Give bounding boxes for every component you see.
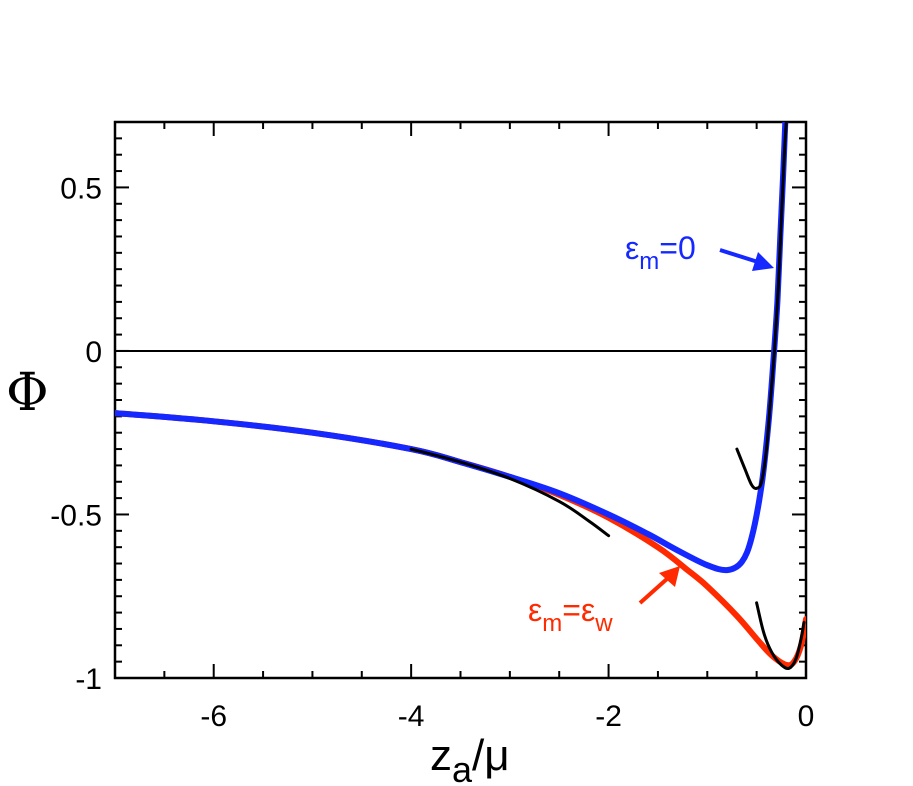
x-tick-label: -2: [595, 700, 622, 733]
x-axis-label-main: z: [430, 731, 452, 780]
annotation-eps-m-eps-w-sub: m: [542, 610, 562, 637]
plot-frame: [113, 120, 808, 680]
x-tick-label: -4: [398, 700, 425, 733]
annotation-eps-m-eps-w-mid: =ε: [562, 592, 595, 628]
svg-text:εm=εw: εm=εw: [528, 592, 613, 637]
series-line-4: [755, 601, 806, 671]
annotation-eps-m-0-sub: m: [639, 248, 659, 275]
annotation-eps-m-0-arrowhead: [752, 252, 774, 271]
tick-labels: -6 -4 -2 0 0.5 0 -0.5 -1: [50, 172, 814, 733]
annotation-eps-m-0: εm=0: [625, 230, 774, 275]
tick-marks: [114, 121, 807, 679]
annotation-eps-m-eps-w-arrowhead: [659, 566, 680, 587]
svg-text:εm=0: εm=0: [625, 230, 696, 275]
series-line-1: [115, 122, 789, 574]
annotation-eps-m-0-base: ε: [625, 230, 639, 266]
x-axis-label-rest: /μ: [472, 731, 510, 780]
y-tick-label: -1: [75, 663, 102, 696]
x-axis-label-sub: a: [452, 749, 473, 786]
x-tick-label: 0: [798, 700, 815, 733]
series-line-3: [735, 122, 788, 490]
y-tick-label: -0.5: [50, 499, 102, 532]
annotation-eps-m-eps-w-sub2: w: [594, 610, 613, 637]
annotation-eps-m-eps-w-base: ε: [528, 592, 542, 628]
x-axis-label: za/μ: [430, 731, 510, 786]
x-tick-label: -6: [200, 700, 227, 733]
annotation-eps-m-0-suffix: =0: [659, 230, 695, 266]
series-line-2: [409, 447, 611, 538]
annotation-eps-m-eps-w-arrow-shaft: [638, 576, 670, 605]
y-tick-label: 0.5: [60, 172, 102, 205]
y-axis-label: Φ: [6, 363, 49, 423]
y-tick-label: 0: [85, 336, 102, 369]
data-curves: [115, 122, 806, 671]
annotation-eps-m-eps-w: εm=εw: [528, 566, 680, 637]
annotation-eps-m-0-arrow-shaft: [719, 248, 759, 264]
series-line-0: [115, 410, 806, 669]
